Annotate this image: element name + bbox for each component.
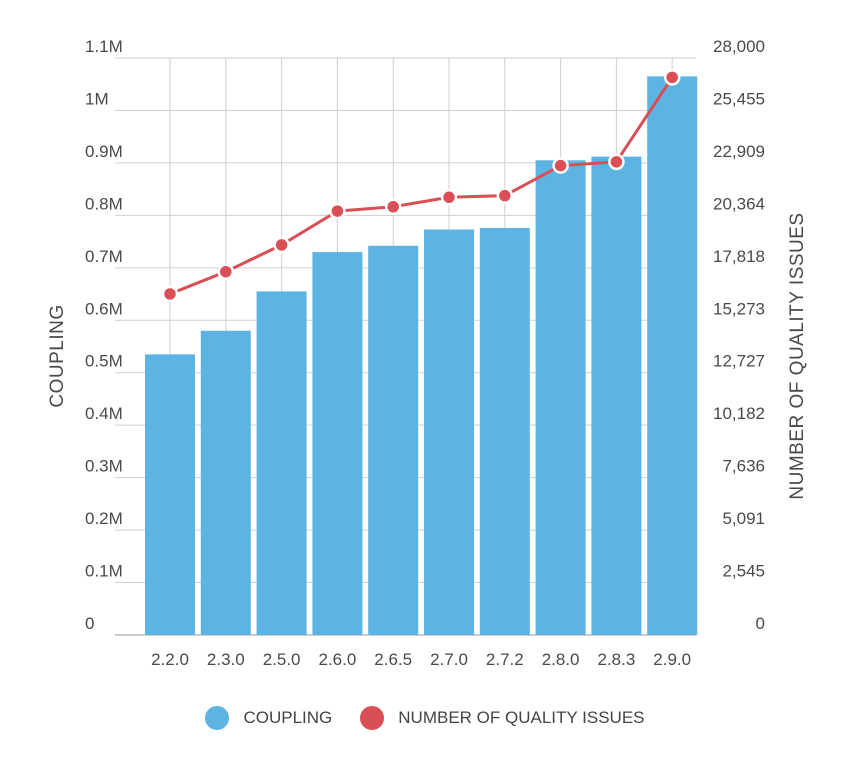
left-axis-ticks: 0 0.1M 0.2M 0.3M 0.4M 0.5M 0.6M 0.7M 0.8M 0.9M 1M 1… — [85, 37, 123, 633]
left-tick-label: 0.7M — [85, 247, 123, 266]
x-tick-label: 2.9.0 — [653, 650, 691, 669]
right-tick-label: 28,000 — [713, 37, 765, 56]
bar-2.7.0 — [424, 229, 474, 635]
right-tick-label: 25,455 — [713, 89, 765, 108]
left-tick-label: 0 — [85, 614, 94, 633]
bar-2.8.0 — [535, 160, 586, 635]
point-2.8.3 — [608, 153, 625, 171]
x-tick-label: 2.7.2 — [486, 650, 524, 669]
left-tick-label: 1M — [85, 89, 109, 108]
right-tick-label: 15,273 — [713, 299, 765, 318]
bar-2.6.0 — [312, 252, 363, 635]
bar-2.2.0 — [145, 354, 195, 635]
point-2.9.0 — [663, 69, 681, 86]
left-tick-label: 0.2M — [85, 509, 123, 528]
x-tick-label: 2.6.0 — [318, 650, 356, 669]
right-tick-label: 22,909 — [713, 142, 765, 161]
point-2.8.0 — [552, 157, 569, 174]
x-tick-label: 2.3.0 — [207, 650, 245, 669]
bar-2.3.0 — [200, 330, 251, 635]
left-tick-label: 1.1M — [85, 37, 123, 56]
x-tick-label: 2.5.0 — [263, 650, 301, 669]
right-tick-label: 17,818 — [713, 247, 765, 266]
legend-item-quality-issues[interactable]: NUMBER OF QUALITY ISSUES — [360, 706, 645, 730]
coupling-swatch-icon — [205, 706, 230, 730]
combo-chart: 0 0.1M 0.2M 0.3M 0.4M 0.5M 0.6M 0.7M 0.8M 0.9M 1M 1… — [47, 37, 808, 669]
y2-axis-title: NUMBER OF QUALITY ISSUES — [787, 212, 808, 499]
right-tick-label: 12,727 — [713, 352, 765, 371]
left-tick-label: 0.6M — [85, 299, 123, 318]
left-tick-label: 0.4M — [85, 404, 123, 423]
x-tick-label: 2.6.5 — [374, 650, 412, 669]
right-tick-label: 2,545 — [722, 562, 765, 581]
bar-2.9.0 — [647, 76, 698, 636]
right-tick-label: 20,364 — [713, 194, 765, 213]
point-2.3.0 — [217, 263, 235, 280]
x-tick-label: 2.2.0 — [151, 650, 189, 669]
quality-issues-line — [161, 69, 681, 303]
left-tick-label: 0.1M — [85, 562, 123, 581]
point-2.2.0 — [161, 285, 179, 303]
y-axis-title: COUPLING — [47, 304, 68, 407]
right-tick-label: 0 — [756, 614, 765, 633]
left-tick-label: 0.9M — [85, 142, 123, 161]
bar-2.8.3 — [591, 156, 642, 635]
left-tick-label: 0.3M — [85, 457, 123, 476]
legend-label-quality-issues: NUMBER OF QUALITY ISSUES — [398, 708, 645, 727]
left-tick-label: 0.8M — [85, 194, 123, 213]
point-2.7.0 — [440, 189, 458, 206]
x-tick-label: 2.7.0 — [430, 650, 468, 669]
point-2.7.2 — [496, 187, 514, 204]
bar-2.7.2 — [479, 227, 530, 635]
right-tick-label: 5,091 — [722, 509, 765, 528]
x-tick-label: 2.8.0 — [542, 650, 580, 669]
right-tick-label: 10,182 — [713, 404, 765, 423]
point-2.6.0 — [329, 202, 346, 220]
left-tick-label: 0.5M — [85, 352, 123, 371]
coupling-bars — [145, 76, 698, 636]
point-2.6.5 — [384, 198, 402, 216]
quality-issues-polyline — [169, 76, 674, 296]
x-axis-ticks: 2.2.0 2.3.0 2.5.0 2.6.0 2.6.5 2.7.0 2.7.2 2.8.0… — [151, 650, 691, 669]
bar-2.6.5 — [368, 245, 419, 635]
point-2.5.0 — [273, 236, 290, 254]
quality-issues-swatch-icon — [360, 706, 385, 730]
legend: COUPLING NUMBER OF QUALITY ISSUES — [0, 706, 850, 730]
x-tick-label: 2.8.3 — [597, 650, 635, 669]
legend-item-coupling[interactable]: COUPLING — [205, 706, 332, 730]
legend-label-coupling: COUPLING — [243, 708, 333, 727]
right-tick-label: 7,636 — [722, 457, 765, 476]
right-axis-ticks: 0 2,545 5,091 7,636 10,182 12,727 15,273 17,818… — [713, 37, 765, 633]
bar-2.5.0 — [256, 291, 307, 635]
